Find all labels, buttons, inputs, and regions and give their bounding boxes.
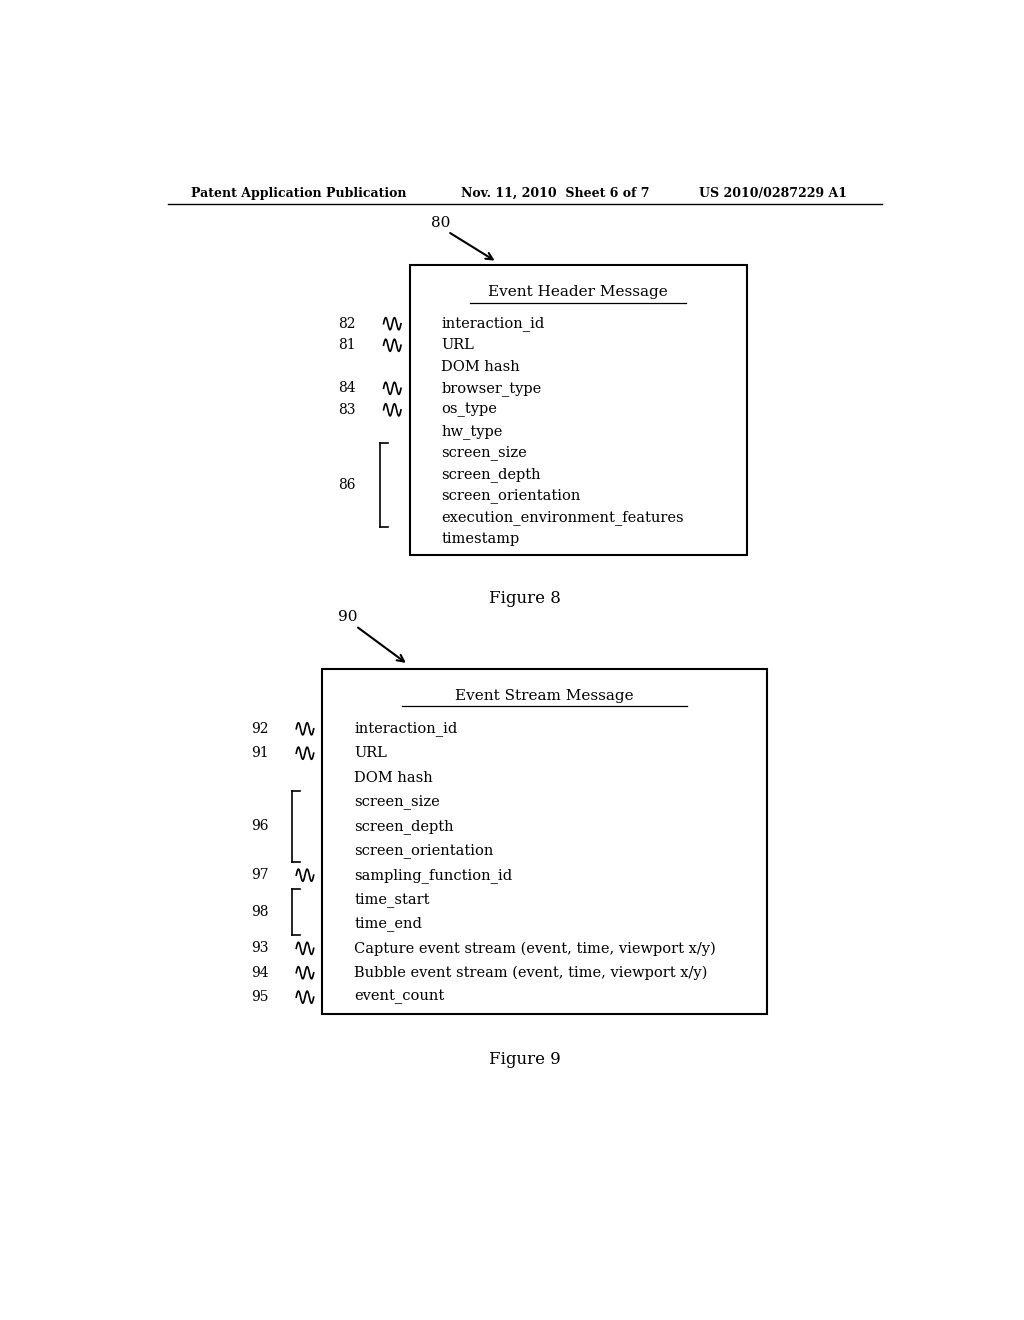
Text: interaction_id: interaction_id [354,721,458,737]
FancyBboxPatch shape [410,265,748,554]
Text: screen_depth: screen_depth [441,467,541,482]
Text: time_end: time_end [354,916,422,932]
Text: 95: 95 [251,990,268,1005]
Text: 90: 90 [338,610,357,624]
Text: screen_depth: screen_depth [354,818,454,834]
Text: execution_environment_features: execution_environment_features [441,510,684,525]
Text: 93: 93 [251,941,268,956]
Text: browser_type: browser_type [441,381,542,396]
Text: sampling_function_id: sampling_function_id [354,867,512,883]
Text: 86: 86 [338,478,355,492]
Text: screen_orientation: screen_orientation [441,488,581,503]
Text: Patent Application Publication: Patent Application Publication [191,187,407,199]
Text: URL: URL [354,746,387,760]
Text: Figure 8: Figure 8 [488,590,561,607]
Text: os_type: os_type [441,403,498,417]
Text: event_count: event_count [354,990,444,1005]
Text: 98: 98 [251,904,268,919]
Text: 91: 91 [251,746,268,760]
Text: 84: 84 [338,381,355,395]
Text: 94: 94 [251,966,268,979]
Text: Event Stream Message: Event Stream Message [456,689,634,704]
Text: Event Header Message: Event Header Message [488,285,669,300]
Text: Bubble event stream (event, time, viewport x/y): Bubble event stream (event, time, viewpo… [354,965,708,979]
Text: time_start: time_start [354,892,430,907]
Text: URL: URL [441,338,474,352]
Text: 97: 97 [251,869,268,882]
Text: Capture event stream (event, time, viewport x/y): Capture event stream (event, time, viewp… [354,941,716,956]
FancyBboxPatch shape [323,669,767,1014]
Text: 96: 96 [251,820,268,833]
Text: US 2010/0287229 A1: US 2010/0287229 A1 [699,187,848,199]
Text: 92: 92 [251,722,268,735]
Text: 82: 82 [338,317,355,331]
Text: DOM hash: DOM hash [441,360,520,374]
Text: Nov. 11, 2010  Sheet 6 of 7: Nov. 11, 2010 Sheet 6 of 7 [461,187,650,199]
Text: 80: 80 [431,215,451,230]
Text: screen_size: screen_size [441,445,527,461]
Text: timestamp: timestamp [441,532,520,546]
Text: 83: 83 [338,403,355,417]
Text: interaction_id: interaction_id [441,317,545,331]
Text: screen_size: screen_size [354,795,440,809]
Text: screen_orientation: screen_orientation [354,843,494,858]
Text: Figure 9: Figure 9 [488,1051,561,1068]
Text: DOM hash: DOM hash [354,771,433,784]
Text: 81: 81 [338,338,355,352]
Text: hw_type: hw_type [441,424,503,438]
